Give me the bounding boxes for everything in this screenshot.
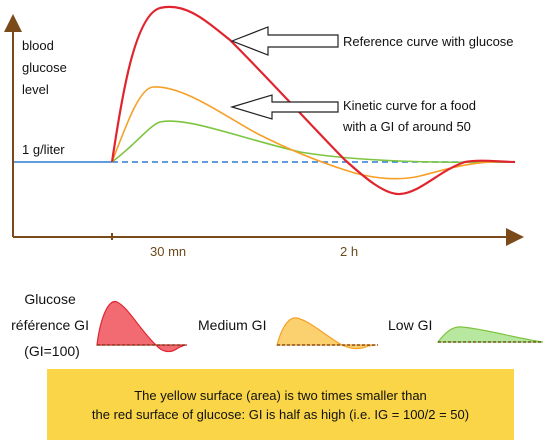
legend-glucose-label: Glucose référence GI (GI=100) <box>11 291 93 359</box>
legend-medium-label: Medium GI <box>198 317 266 333</box>
reference-curve <box>110 5 516 196</box>
legend-glucose-swatch-dip <box>154 344 188 353</box>
kinetic-annotation: Kinetic curve for a food with a GI of ar… <box>342 98 480 134</box>
reference-annotation: Reference curve with glucose <box>343 34 514 49</box>
legend-low-swatch <box>436 326 544 343</box>
medium-gi-curve <box>111 86 516 180</box>
legend-medium-swatch-dip <box>341 344 377 350</box>
baseline-label: 1 g/liter <box>22 142 65 157</box>
note-line-1: The yellow surface (area) is two times s… <box>134 387 427 403</box>
y-axis-label: blood glucose level <box>22 38 70 97</box>
tick-label-2h: 2 h <box>340 244 358 259</box>
kinetic-arrow <box>229 94 339 120</box>
low-gi-curve <box>111 120 516 164</box>
note-line-2: the red surface of glucose: GI is half a… <box>91 406 470 422</box>
tick-label-30mn: 30 mn <box>150 244 186 259</box>
legend-medium-swatch <box>276 317 345 346</box>
legend-low-label: Low GI <box>388 317 432 333</box>
reference-arrow <box>230 26 339 56</box>
legend-glucose-swatch <box>96 301 158 346</box>
explanation-note: The yellow surface (area) is two times s… <box>47 369 514 440</box>
